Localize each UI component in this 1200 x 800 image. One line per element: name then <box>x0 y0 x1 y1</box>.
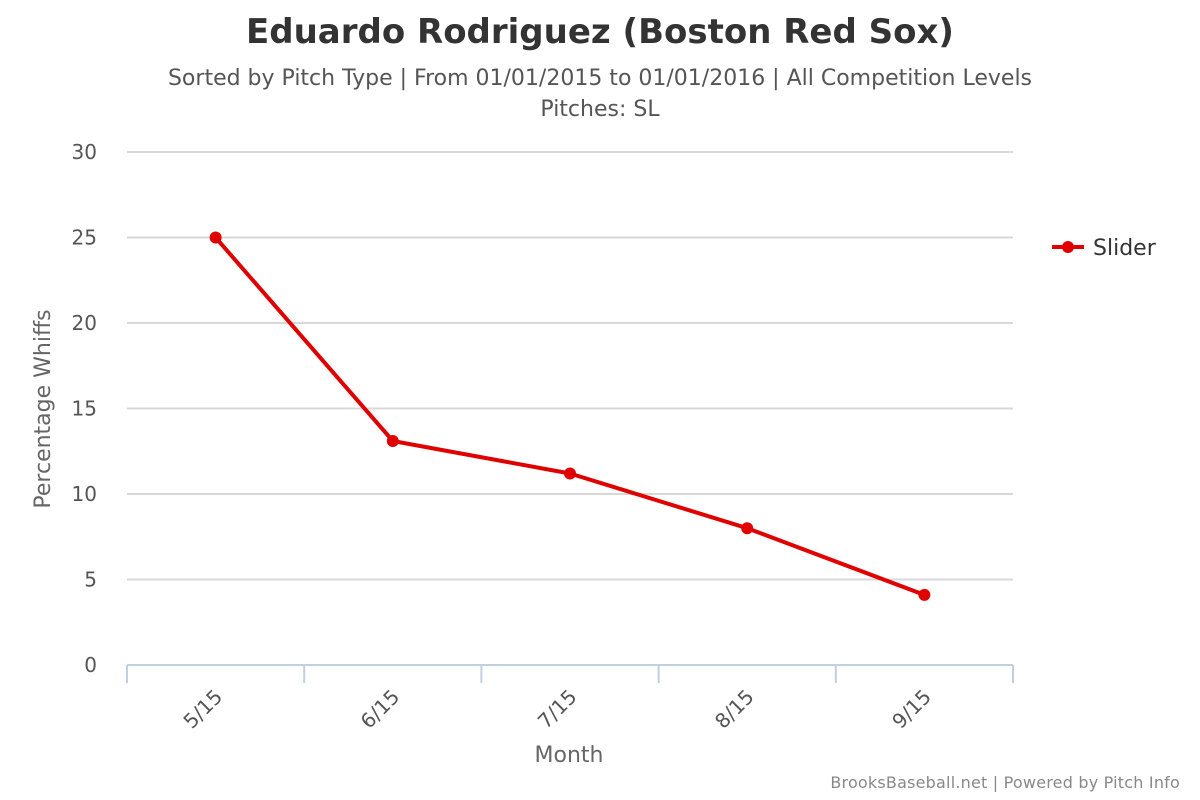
chart-title: Eduardo Rodriguez (Boston Red Sox) <box>246 12 954 52</box>
x-tick-label: 9/15 <box>887 685 936 734</box>
data-point[interactable] <box>918 588 931 601</box>
series-line <box>214 236 926 597</box>
x-axis-title: Month <box>535 743 604 768</box>
gridlines <box>127 151 1013 581</box>
x-axis-ticks: 5/15 6/15 7/15 8/15 9/15 <box>178 685 936 734</box>
y-axis-title: Percentage Whiffs <box>31 309 56 508</box>
y-tick-label: 20 <box>72 311 97 335</box>
chart-subtitle-pitches: Pitches: SL <box>540 97 660 122</box>
legend[interactable]: Slider <box>1052 236 1157 261</box>
y-tick-label: 30 <box>72 140 97 164</box>
data-point[interactable] <box>386 434 399 447</box>
x-tick-label: 5/15 <box>178 685 227 734</box>
data-point[interactable] <box>741 522 754 535</box>
series-slider <box>209 231 931 601</box>
x-tick-label: 6/15 <box>356 685 405 734</box>
y-tick-label: 15 <box>72 397 97 421</box>
y-tick-label: 5 <box>84 568 97 592</box>
y-tick-label: 10 <box>72 482 97 506</box>
x-tick-label: 7/15 <box>533 685 582 734</box>
y-tick-label: 25 <box>72 226 97 250</box>
y-tick-label: 0 <box>84 653 97 677</box>
x-axis <box>126 664 1014 683</box>
data-point[interactable] <box>564 467 576 480</box>
x-tick-label: 8/15 <box>710 685 759 734</box>
data-point[interactable] <box>209 231 222 244</box>
credit-text: BrooksBaseball.net | Powered by Pitch In… <box>830 773 1180 792</box>
chart-subtitle: Sorted by Pitch Type | From 01/01/2015 t… <box>167 66 1033 91</box>
y-axis-ticks: 0 5 10 15 20 25 30 <box>72 140 97 677</box>
legend-label-slider: Slider <box>1093 236 1157 261</box>
legend-marker <box>1062 241 1074 253</box>
